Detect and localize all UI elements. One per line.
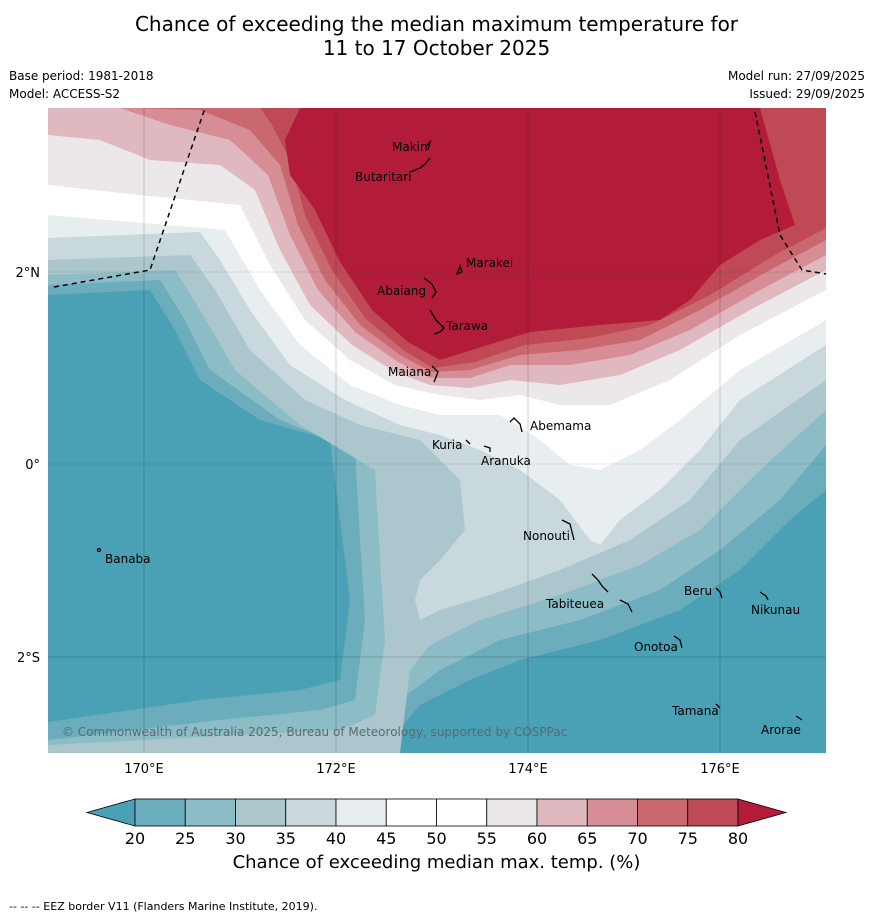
colorbar-tick-60: 60: [527, 829, 547, 848]
island-tabiteuea-north: [591, 573, 609, 593]
forecast-map: Makin Butaritari Marakei Abaiang Tarawa …: [16, 107, 827, 777]
model-name: Model: ACCESS-S2: [9, 87, 121, 101]
colorbar-tick-30: 30: [225, 829, 245, 848]
island-nonouti: [561, 519, 575, 541]
place-labels: Makin Butaritari Marakei Abaiang Tarawa …: [105, 140, 801, 737]
colorbar-tick-65: 65: [577, 829, 597, 848]
place-maiana: Maiana: [388, 365, 431, 379]
place-tarawa: Tarawa: [445, 319, 488, 333]
copyright-notice: © Commonwealth of Australia 2025, Bureau…: [62, 725, 567, 739]
island-maiana: [431, 365, 439, 383]
colorbar-tick-45: 45: [376, 829, 396, 848]
island-arorae: [795, 715, 803, 721]
island-beru: [715, 587, 723, 599]
island-tabiteuea-south: [619, 599, 633, 613]
island-banaba: [96, 547, 102, 553]
title-line-2: 11 to 17 October 2025: [322, 36, 551, 60]
place-makin: Makin: [392, 140, 428, 154]
colorbar-segment-20-25: [134, 798, 186, 827]
colorbar-tick-40: 40: [326, 829, 346, 848]
lon-label-170e: 170°E: [124, 762, 164, 777]
place-marakei: Marakei: [466, 256, 513, 270]
place-nikunau: Nikunau: [751, 603, 800, 617]
lat-label-0: 0°: [25, 458, 40, 473]
island-tamana: [715, 703, 721, 709]
colorbar-segment-50-55: [436, 798, 488, 827]
colorbar: 20 25 30 35 40 45 50 55 60 65 70 75 80: [85, 798, 788, 848]
place-butaritari: Butaritari: [355, 170, 412, 184]
colorbar-segment-70-75: [637, 798, 689, 827]
map-title: Chance of exceeding the median maximum t…: [0, 12, 873, 60]
lon-label-174e: 174°E: [508, 762, 548, 777]
colorbar-segment-55-60: [486, 798, 538, 827]
colorbar-segment-45-50: [385, 798, 437, 827]
place-onotoa: Onotoa: [634, 640, 678, 654]
island-kuria: [465, 439, 471, 445]
place-abemama: Abemama: [530, 419, 591, 433]
base-period: Base period: 1981-2018: [9, 69, 154, 83]
island-butaritari: [409, 157, 431, 173]
colorbar-segment-65-70: [586, 798, 638, 827]
colorbar-segment-75-80: [687, 798, 739, 827]
model-run: Model run: 27/09/2025: [727, 69, 865, 83]
colorbar-tick-55: 55: [477, 829, 497, 848]
eez-border-east: [754, 111, 827, 275]
meta-right: Model run: 27/09/2025 Issued: 29/09/2025: [728, 67, 865, 103]
colorbar-label: Chance of exceeding median max. temp. (%…: [232, 852, 641, 873]
issued-date: Issued: 29/09/2025: [749, 87, 865, 101]
colorbar-segment-40-45: [335, 798, 387, 827]
place-aranuka: Aranuka: [481, 454, 531, 468]
colorbar-tick-20: 20: [125, 829, 145, 848]
place-beru: Beru: [684, 584, 712, 598]
island-aranuka: [483, 445, 491, 452]
colorbar-tick-25: 25: [175, 829, 195, 848]
meta-left: Base period: 1981-2018 Model: ACCESS-S2: [9, 67, 154, 103]
place-banaba: Banaba: [105, 552, 151, 566]
eez-footnote: -- -- -- EEZ border V11 (Flanders Marine…: [9, 900, 318, 913]
island-abaiang: [423, 277, 437, 299]
lon-label-176e: 176°E: [700, 762, 740, 777]
colorbar-tick-80: 80: [728, 829, 748, 848]
place-abaiang: Abaiang: [377, 284, 426, 298]
lat-label-2n: 2°N: [16, 266, 41, 281]
island-marakei: [455, 264, 463, 276]
colorbar-ticks: 20 25 30 35 40 45 50 55 60 65 70 75 80: [125, 829, 748, 848]
map-gridlines: [48, 108, 826, 753]
eez-border-west: [53, 107, 206, 288]
colorbar-segment-25-30: [184, 798, 236, 827]
island-makin: [425, 139, 432, 151]
lat-label-2s: 2°S: [17, 651, 40, 666]
colorbar-segments: [85, 798, 788, 827]
island-abemama: [509, 417, 523, 433]
place-arorae: Arorae: [761, 723, 801, 737]
probability-contours: [48, 108, 826, 753]
colorbar-tick-75: 75: [678, 829, 698, 848]
place-tamana: Tamana: [671, 704, 719, 718]
colorbar-tick-35: 35: [276, 829, 296, 848]
colorbar-segment-60-65: [536, 798, 588, 827]
latitude-labels: 2°N 0° 2°S: [16, 266, 41, 666]
place-tabiteuea: Tabiteuea: [545, 597, 604, 611]
island-outlines: [96, 139, 803, 721]
colorbar-tick-70: 70: [627, 829, 647, 848]
eez-borders: [53, 107, 827, 288]
colorbar-segment-35-40: [285, 798, 337, 827]
place-kuria: Kuria: [432, 438, 463, 452]
colorbar-extend-low: [85, 798, 136, 827]
island-nikunau: [759, 591, 769, 601]
lon-label-172e: 172°E: [316, 762, 356, 777]
title-line-1: Chance of exceeding the median maximum t…: [134, 12, 739, 36]
colorbar-extend-high: [737, 798, 788, 827]
colorbar-segment-30-35: [235, 798, 287, 827]
colorbar-tick-50: 50: [426, 829, 446, 848]
longitude-labels: 170°E 172°E 174°E 176°E: [124, 762, 740, 777]
island-onotoa: [673, 635, 683, 649]
island-tarawa: [429, 309, 445, 335]
place-nonouti: Nonouti: [523, 529, 570, 543]
